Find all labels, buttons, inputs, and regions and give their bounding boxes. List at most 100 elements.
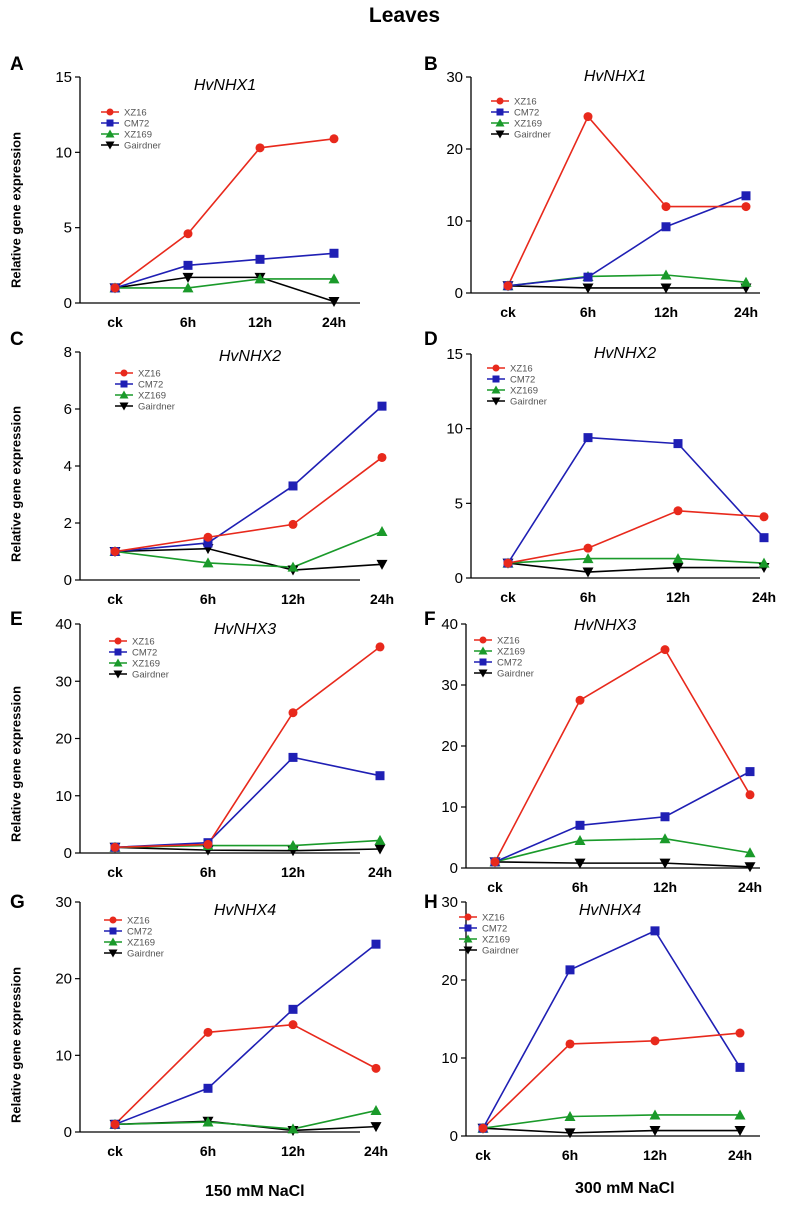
- data-point-cm72: [288, 1004, 298, 1014]
- data-point-cm72: [565, 965, 575, 975]
- panel-title: HvNHX4: [579, 902, 641, 919]
- legend-marker-cm72: [114, 648, 122, 656]
- y-tick-label: 30: [446, 69, 463, 86]
- y-tick-label: 8: [64, 344, 72, 361]
- x-tick-label: ck: [500, 589, 516, 605]
- legend-label: XZ16: [132, 637, 155, 648]
- series-line-cm72: [114, 405, 383, 553]
- data-point-cm72: [673, 439, 683, 449]
- x-tick-label: 12h: [281, 1143, 305, 1159]
- x-tick-label: 12h: [666, 589, 690, 605]
- series-line-gairdner: [114, 547, 383, 571]
- y-tick-label: 20: [55, 971, 72, 988]
- data-point-xz169: [254, 273, 266, 284]
- data-point-gairdner: [649, 1126, 661, 1137]
- x-tick-label: ck: [107, 1143, 123, 1159]
- y-tick-label: 40: [441, 616, 458, 633]
- x-tick-label: 6h: [180, 314, 196, 330]
- y-tick-label: 4: [64, 458, 72, 475]
- data-point-xz169: [582, 553, 594, 564]
- data-point-xz16: [203, 1027, 213, 1037]
- series-line-gairdner: [494, 861, 751, 868]
- data-point-cm72: [203, 538, 213, 548]
- x-tick-label: 24h: [738, 879, 762, 895]
- data-point-xz16: [375, 642, 385, 652]
- y-tick-label: 10: [55, 1047, 72, 1064]
- data-point-cm72: [741, 191, 751, 201]
- data-point-cm72: [371, 939, 381, 949]
- series-line-xz169: [507, 557, 765, 564]
- panel-letter: E: [10, 609, 23, 630]
- legend-marker-cm72: [106, 119, 114, 127]
- series-line-cm72: [482, 929, 741, 1129]
- y-tick-label: 0: [455, 285, 463, 302]
- data-point-xz16: [478, 1123, 488, 1133]
- legend-label: Gairdner: [497, 669, 534, 680]
- series-line-xz16: [114, 646, 381, 849]
- data-point-cm72: [183, 260, 193, 270]
- legend-label: CM72: [138, 380, 163, 391]
- data-point-xz16: [565, 1039, 575, 1049]
- series-line-xz16: [482, 1032, 741, 1129]
- legend-label: XZ169: [132, 659, 160, 670]
- legend-marker-gairdner: [463, 946, 473, 955]
- x-tick-label: 12h: [248, 314, 272, 330]
- y-tick-label: 0: [64, 1124, 72, 1141]
- legend-label: XZ169: [497, 647, 525, 658]
- legend-label: Gairdner: [127, 949, 164, 960]
- legend-label: CM72: [482, 924, 507, 935]
- legend-marker-xz169: [113, 658, 123, 667]
- x-tick-label: 24h: [364, 1143, 388, 1159]
- y-tick-label: 15: [55, 69, 72, 86]
- footer-label-150mm: 150 mM NaCl: [205, 1183, 305, 1200]
- y-tick-label: 30: [55, 673, 72, 690]
- legend-marker-xz169: [478, 646, 488, 655]
- data-point-cm72: [288, 481, 298, 491]
- data-point-gairdner: [328, 296, 340, 307]
- legend-marker-gairdner: [108, 949, 118, 958]
- x-tick-label: 24h: [368, 864, 392, 880]
- y-tick-label: 10: [446, 213, 463, 230]
- data-point-cm72: [329, 248, 339, 258]
- data-point-xz16: [735, 1028, 745, 1038]
- legend-marker-xz16: [106, 108, 114, 116]
- y-tick-label: 20: [55, 731, 72, 748]
- data-point-cm72: [759, 533, 769, 543]
- series-line-cm72: [114, 252, 335, 289]
- series-line-cm72: [494, 770, 751, 863]
- series-line-xz16: [494, 648, 751, 863]
- series-line-cm72: [114, 756, 381, 849]
- data-point-xz16: [741, 202, 751, 212]
- data-point-xz16: [650, 1036, 660, 1046]
- y-tick-label: 10: [55, 788, 72, 805]
- y-tick-label: 20: [441, 738, 458, 755]
- series-line-xz169: [115, 278, 334, 289]
- data-point-xz16: [575, 695, 585, 705]
- legend-marker-cm72: [464, 924, 472, 932]
- x-tick-label: 12h: [281, 591, 305, 607]
- data-point-gairdner: [660, 283, 672, 294]
- x-tick-label: 12h: [653, 879, 677, 895]
- y-tick-label: 20: [441, 972, 458, 989]
- legend-label: Gairdner: [514, 130, 551, 141]
- y-tick-label: 15: [446, 346, 463, 363]
- y-tick-label: 20: [446, 141, 463, 158]
- x-tick-label: ck: [475, 1147, 491, 1163]
- x-tick-label: 6h: [200, 1143, 216, 1159]
- y-tick-label: 30: [55, 894, 72, 911]
- data-point-xz16: [203, 532, 213, 542]
- data-point-xz16: [183, 229, 193, 239]
- figure-title: Leaves: [368, 4, 441, 27]
- data-point-xz16: [503, 281, 513, 291]
- y-tick-label: 10: [441, 799, 458, 816]
- x-tick-label: 24h: [752, 589, 776, 605]
- x-tick-label: 24h: [728, 1147, 752, 1163]
- x-tick-label: 6h: [580, 304, 596, 320]
- legend-marker-cm72: [492, 375, 500, 383]
- legend-label: Gairdner: [124, 141, 161, 152]
- series-line-xz16: [507, 115, 746, 287]
